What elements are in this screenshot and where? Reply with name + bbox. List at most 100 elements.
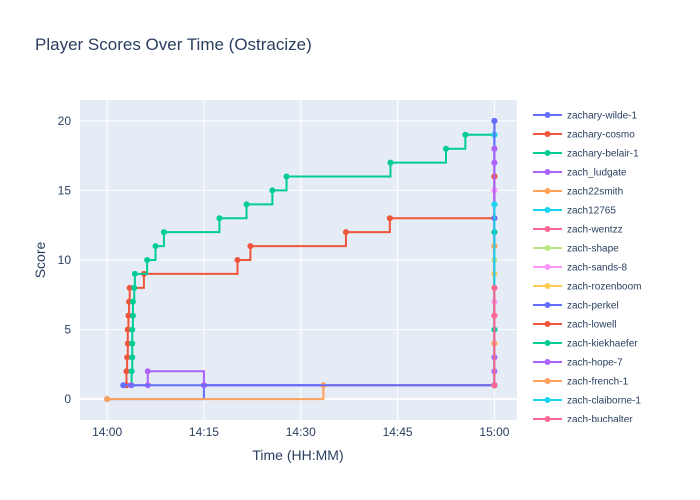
legend-label: zach_ludgate xyxy=(567,168,627,179)
legend-item[interactable]: zach-perkel xyxy=(533,301,619,312)
legend-swatch-marker xyxy=(544,112,551,118)
data-point[interactable] xyxy=(144,257,151,263)
x-tick-label: 14:00 xyxy=(92,425,122,439)
legend-swatch-marker xyxy=(544,150,551,156)
data-point[interactable] xyxy=(128,368,135,375)
data-point[interactable] xyxy=(129,354,136,361)
legend-label: zach-lowell xyxy=(567,320,616,331)
x-tick-label: 14:30 xyxy=(286,425,316,439)
legend-label: zach-french-1 xyxy=(567,377,629,388)
legend-label: zach12765 xyxy=(567,206,616,217)
legend-swatch-marker xyxy=(544,207,551,213)
y-tick-label: 5 xyxy=(64,323,71,337)
legend-label: zach-claiborne-1 xyxy=(567,396,641,407)
data-point[interactable] xyxy=(491,382,498,389)
y-tick-label: 0 xyxy=(64,392,71,406)
legend-swatch-marker xyxy=(544,226,551,232)
legend-swatch-marker xyxy=(544,378,551,384)
legend-item[interactable]: zachary-cosmo xyxy=(533,130,635,141)
legend-item[interactable]: zach-buchalter xyxy=(533,415,633,426)
data-point[interactable] xyxy=(216,215,223,222)
data-point[interactable] xyxy=(131,270,138,277)
data-point[interactable] xyxy=(243,201,250,208)
data-point[interactable] xyxy=(144,368,151,375)
legend-swatch-marker xyxy=(544,131,551,137)
data-point[interactable] xyxy=(124,340,131,347)
x-tick-label: 14:45 xyxy=(383,425,413,439)
data-point[interactable] xyxy=(491,145,498,152)
data-point[interactable] xyxy=(462,131,469,138)
legend-item[interactable]: zach-hope-7 xyxy=(533,358,623,369)
data-point[interactable] xyxy=(123,368,130,375)
legend-items[interactable]: zachary-wilde-1 zachary-cosmo zachary-bela… xyxy=(533,111,641,426)
data-point[interactable] xyxy=(442,145,449,152)
legend-label: zach-kiekhaefer xyxy=(567,339,638,350)
legend-swatch-marker xyxy=(544,169,551,175)
legend-label: zachary-belair-1 xyxy=(567,149,639,160)
data-point[interactable] xyxy=(120,382,127,389)
legend-item[interactable]: zach22smith xyxy=(533,187,623,198)
series-zachary-belair-1[interactable] xyxy=(128,131,498,389)
data-point[interactable] xyxy=(491,284,498,291)
legend-swatch-marker xyxy=(544,264,551,270)
legend-item[interactable]: zachary-wilde-1 xyxy=(533,111,637,122)
legend-item[interactable]: zach-lowell xyxy=(533,320,616,331)
legend-swatch-marker xyxy=(544,321,551,327)
legend-item[interactable]: zach12765 xyxy=(533,206,616,217)
y-axis-title: Score xyxy=(32,242,48,279)
legend-swatch-marker xyxy=(544,340,551,346)
legend-swatch-marker xyxy=(544,416,551,422)
legend-swatch-marker xyxy=(544,245,551,251)
legend-swatch-marker xyxy=(544,302,551,308)
data-point[interactable] xyxy=(491,312,498,319)
legend-label: zach-perkel xyxy=(567,301,619,312)
legend-label: zach-sands-8 xyxy=(567,263,627,274)
data-point[interactable] xyxy=(131,284,138,291)
legend-label: zachary-wilde-1 xyxy=(567,111,637,122)
legend-label: zachary-cosmo xyxy=(567,130,635,141)
legend-label: zach-wentzz xyxy=(567,225,623,236)
series-zach-buchalter[interactable] xyxy=(491,284,498,389)
data-point[interactable] xyxy=(234,257,241,263)
legend-item[interactable]: zach-rozenboom xyxy=(533,282,641,293)
legend-item[interactable]: zach-french-1 xyxy=(533,377,629,388)
legend[interactable]: zachary-wilde-1 zachary-cosmo zachary-bela… xyxy=(527,100,660,426)
legend-item[interactable]: zach_ludgate xyxy=(533,168,627,179)
data-point[interactable] xyxy=(104,396,111,403)
tick-layer: 14:00 14:15 14:30 14:45 15:00 0 5 10 15 20 xyxy=(58,114,510,439)
data-point[interactable] xyxy=(129,312,136,319)
legend-item[interactable]: zach-shape xyxy=(533,244,619,255)
legend-item[interactable]: zach-kiekhaefer xyxy=(533,339,638,350)
data-point[interactable] xyxy=(491,159,498,166)
legend-item[interactable]: zach-claiborne-1 xyxy=(533,396,641,407)
data-point[interactable] xyxy=(129,326,136,333)
legend-label: zach22smith xyxy=(567,187,623,198)
y-tick-label: 20 xyxy=(58,114,72,128)
series-layer xyxy=(104,117,498,403)
data-point[interactable] xyxy=(491,201,498,208)
legend-item[interactable]: zachary-belair-1 xyxy=(533,149,639,160)
legend-item[interactable]: zach-wentzz xyxy=(533,225,623,236)
legend-swatch-marker xyxy=(544,359,551,365)
data-point[interactable] xyxy=(124,354,131,361)
data-point[interactable] xyxy=(124,326,131,333)
data-point[interactable] xyxy=(387,159,394,166)
data-point[interactable] xyxy=(342,229,349,236)
data-point[interactable] xyxy=(160,229,167,236)
y-tick-label: 10 xyxy=(58,253,72,267)
data-point[interactable] xyxy=(247,243,254,250)
data-point[interactable] xyxy=(491,117,498,124)
data-point[interactable] xyxy=(283,173,290,180)
x-tick-label: 15:00 xyxy=(479,425,509,439)
legend-item[interactable]: zach-sands-8 xyxy=(533,263,627,274)
data-point[interactable] xyxy=(125,312,132,319)
legend-swatch-marker xyxy=(544,283,551,289)
data-point[interactable] xyxy=(152,243,159,250)
x-tick-label: 14:15 xyxy=(189,425,219,439)
data-point[interactable] xyxy=(129,340,136,347)
data-point[interactable] xyxy=(126,284,133,291)
data-point[interactable] xyxy=(129,298,136,305)
data-point[interactable] xyxy=(386,215,393,222)
data-point[interactable] xyxy=(269,187,276,194)
